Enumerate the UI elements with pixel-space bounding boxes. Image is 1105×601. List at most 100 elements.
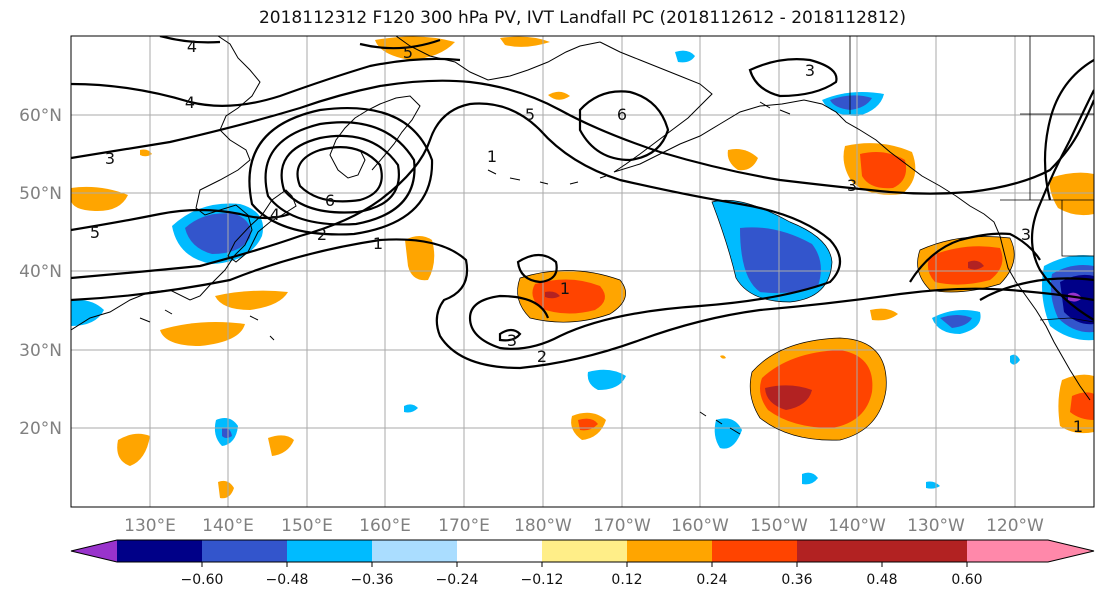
colorbar-tick-label: 0.60 [951, 572, 982, 588]
lon-label: 150°W [750, 516, 808, 536]
colorbar-segment [542, 540, 627, 562]
negative-anomaly-patch [71, 299, 104, 326]
colorbar-extend-low [71, 540, 117, 562]
positive-anomaly-patch [532, 279, 605, 314]
pv-contour-2-east [1030, 89, 1094, 321]
lon-label: 140°E [202, 516, 254, 536]
pv-label-3-west: 3 [105, 149, 115, 168]
colorbar-tick-label: 0.24 [696, 572, 727, 588]
colorbar-segment [117, 540, 202, 562]
positive-anomaly-patch [968, 260, 984, 270]
positive-anomaly-patch [1049, 172, 1094, 216]
pv-contour-south-lows [516, 253, 558, 284]
positive-anomaly-patch [160, 322, 245, 346]
positive-anomaly-patch [215, 290, 288, 310]
positive-anomaly-patch [578, 418, 598, 431]
pv-label-2-japan: 2 [317, 225, 327, 244]
lon-label: 160°W [671, 516, 729, 536]
positive-anomaly-patch [727, 149, 758, 171]
positive-anomaly-patch [927, 246, 1003, 285]
negative-anomaly-patch [587, 369, 626, 390]
pv-label-1-bering: 1 [487, 147, 497, 166]
negative-anomaly-patch [830, 95, 872, 110]
pv-label-4-japan: 4 [270, 205, 280, 224]
pv-contour-5-top [359, 38, 441, 50]
lon-label: 170°E [438, 516, 490, 536]
colorbar-segment [882, 540, 967, 562]
pv-contour-labels: 4 5 4 3 6 5 6 1 4 2 1 5 3 3 1 3 2 3 1 [90, 37, 1083, 436]
pv-label-5-west: 5 [90, 223, 100, 242]
lon-label: 160°E [359, 516, 411, 536]
colorbar-tick-label: −0.36 [351, 572, 394, 588]
pv-label-2-central: 2 [537, 347, 547, 366]
negative-anomaly-patch [940, 315, 972, 328]
positive-anomaly-patch [117, 433, 150, 466]
colorbar-segment [797, 540, 882, 562]
positive-anomaly-patch [720, 355, 726, 359]
positive-anomaly-patch [268, 435, 294, 456]
pv-label-3-gulf: 3 [847, 176, 857, 195]
lat-label: 40°N [19, 262, 62, 282]
lon-label: 130°E [124, 516, 176, 536]
lat-label: 20°N [19, 419, 62, 439]
ivt-anomaly-patches [71, 36, 1094, 499]
colorbar-tick-label: 0.12 [611, 572, 642, 588]
latitude-labels: 60°N 50°N 40°N 30°N 20°N [19, 106, 62, 439]
pv-contours [71, 36, 1094, 370]
pv-label-1-japan: 1 [373, 234, 383, 253]
pv-label-6-core: 6 [325, 191, 335, 210]
lon-label: 150°E [281, 516, 333, 536]
colorbar-tick-label: −0.48 [266, 572, 309, 588]
positive-anomaly-patch [140, 149, 152, 157]
anomaly-outlines [517, 199, 1015, 441]
pv-contour-trough-east [909, 232, 1041, 283]
lon-label: 130°W [907, 516, 965, 536]
colorbar-tick-label: 0.36 [781, 572, 812, 588]
pv-contour-5-north [71, 208, 291, 232]
colorbar-ticks [201, 562, 968, 567]
pv-contour-6-alaska [578, 90, 670, 162]
negative-anomaly-patch [714, 418, 742, 449]
pv-contour-4 [264, 121, 416, 226]
map-frame [70, 35, 1095, 508]
pv-contour-1-south [1043, 59, 1094, 201]
pv-label-3-east: 3 [1021, 225, 1031, 244]
pv-label-1-east: 1 [1073, 417, 1083, 436]
lon-label: 120°W [986, 516, 1044, 536]
map-title: 2018112312 F120 300 hPa PV, IVT Landfall… [258, 8, 906, 28]
pv-contour-6 [296, 146, 383, 203]
positive-anomaly-patch [870, 308, 898, 321]
lat-label: 50°N [19, 184, 62, 204]
pv-contour-3-low [498, 328, 522, 342]
pv-contour-4-north [71, 57, 461, 107]
positive-anomaly-patch [545, 291, 560, 299]
colorbar-segment [287, 540, 372, 562]
colorbar-segment [457, 540, 542, 562]
lat-label: 60°N [19, 106, 62, 126]
pv-label-6-alaska: 6 [617, 105, 627, 124]
colorbar-segment [712, 540, 797, 562]
positive-anomaly-patch [860, 152, 907, 189]
negative-anomaly-patch [222, 427, 232, 438]
coastline-siberia-north [395, 36, 601, 81]
coastline-japan [227, 189, 297, 263]
negative-anomaly-patch [802, 472, 818, 485]
colorbar-segment [372, 540, 457, 562]
colorbar-tick-label: −0.24 [436, 572, 479, 588]
positive-anomaly-patch [218, 480, 234, 499]
coastline-east-asia [71, 36, 261, 331]
longitude-labels: 130°E 140°E 150°E 160°E 170°E 180°W 170°… [124, 516, 1044, 536]
border-us-mexico [1039, 317, 1094, 323]
pv-label-3-bc: 3 [805, 61, 815, 80]
pv-label-5-mid: 5 [525, 105, 535, 124]
pv-contour-3 [248, 106, 434, 236]
negative-anomaly-patch [675, 50, 695, 63]
positive-anomaly-patch [765, 385, 812, 410]
pv-contour-2 [71, 102, 842, 350]
colorbar: −0.60 −0.48 −0.36 −0.24 −0.12 0.12 0.24 … [70, 539, 1095, 588]
colorbar-segment [202, 540, 287, 562]
pv-label-5-top: 5 [403, 43, 413, 62]
negative-anomaly-patch [740, 227, 821, 294]
positive-anomaly-patch [1070, 392, 1094, 420]
